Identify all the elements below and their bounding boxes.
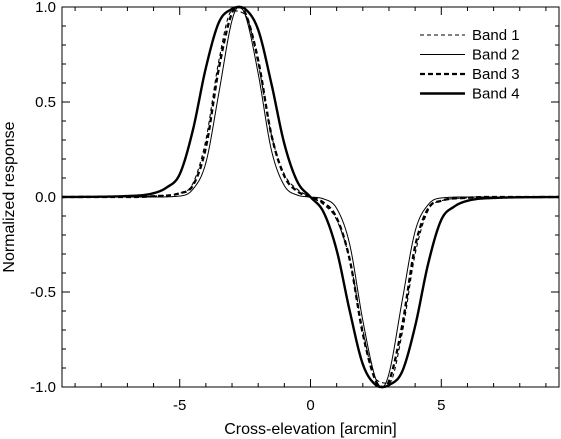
legend-label-band-4: Band 4 — [472, 86, 520, 103]
y-tick-label: 1.0 — [35, 0, 56, 16]
legend: Band 1 Band 2 Band 3 Band 4 — [420, 27, 520, 103]
y-axis-label: Normalized response — [1, 121, 18, 272]
y-tick-label: -1.0 — [30, 379, 56, 396]
legend-label-band-2: Band 2 — [472, 47, 520, 64]
ticks-layer: -5 0 5 -1.0 -0.5 0.0 0.5 1.0 — [30, 0, 559, 414]
series-layer — [61, 5, 560, 389]
x-axis-label: Cross-elevation [arcmin] — [224, 421, 397, 438]
series-line-band-4 — [61, 5, 560, 389]
x-tick-label: -5 — [173, 397, 186, 414]
x-tick-label: 0 — [306, 397, 314, 414]
x-tick-label: 5 — [437, 397, 445, 414]
legend-label-band-1: Band 1 — [472, 27, 520, 44]
series-line-band-3 — [62, 5, 559, 389]
legend-label-band-3: Band 3 — [472, 66, 520, 83]
y-tick-label: 0.5 — [35, 94, 56, 111]
y-tick-label: -0.5 — [30, 284, 56, 301]
y-tick-label: 0.0 — [35, 189, 56, 206]
